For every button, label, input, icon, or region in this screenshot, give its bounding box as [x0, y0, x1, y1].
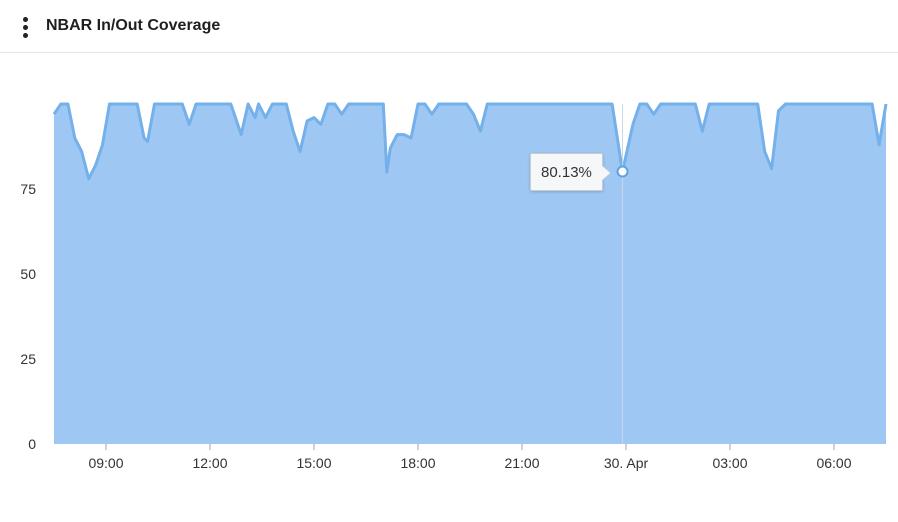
- x-tick-label: 12:00: [192, 455, 227, 471]
- y-tick-label: 75: [20, 181, 36, 197]
- x-tick-label: 03:00: [712, 455, 747, 471]
- y-tick-label: 50: [20, 266, 36, 282]
- panel-header: NBAR In/Out Coverage: [0, 0, 898, 53]
- y-tick-label: 25: [20, 351, 36, 367]
- coverage-chart[interactable]: 0 25 50 75 09:00 12:00 15:00 18:00 21:00 30. Apr 0…: [0, 54, 898, 522]
- x-tick-label: 09:00: [88, 455, 123, 471]
- hover-marker: [616, 165, 629, 178]
- panel-title: NBAR In/Out Coverage: [46, 17, 221, 34]
- series-line: [52, 102, 888, 181]
- x-tick-label: 21:00: [504, 455, 539, 471]
- menu-dot: [23, 25, 28, 30]
- more-vertical-icon[interactable]: [14, 14, 36, 40]
- x-tick-label: 06:00: [816, 455, 851, 471]
- menu-dot: [23, 33, 28, 38]
- series-area: [54, 104, 886, 444]
- menu-dot: [23, 17, 28, 22]
- x-tick-label: 30. Apr: [604, 455, 649, 471]
- x-tick-label: 18:00: [400, 455, 435, 471]
- chart-tooltip: 80.13%: [530, 153, 611, 191]
- x-tick-label: 15:00: [296, 455, 331, 471]
- y-tick-label: 0: [28, 436, 36, 452]
